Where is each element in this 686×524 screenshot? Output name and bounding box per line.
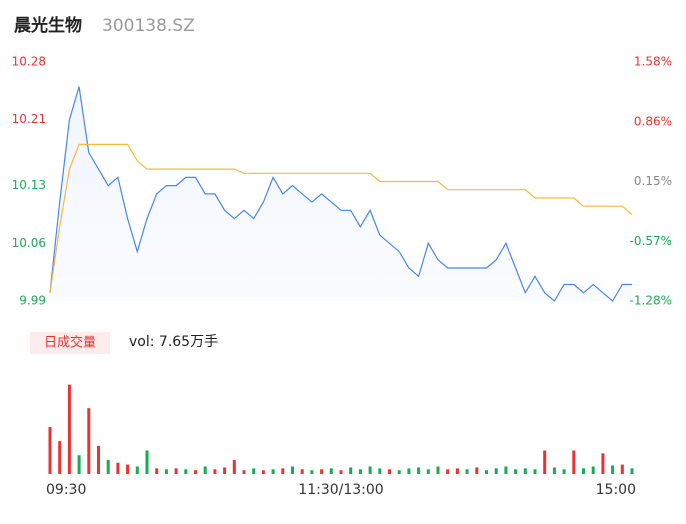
volume-bar xyxy=(601,453,605,474)
volume-bar xyxy=(300,469,304,474)
volume-bar xyxy=(135,466,139,474)
volume-bar xyxy=(543,450,547,474)
stock-code: 300138.SZ xyxy=(102,16,195,36)
volume-bar xyxy=(465,469,469,474)
y2-tick-label: 1.58% xyxy=(634,55,672,69)
volume-bar xyxy=(174,468,178,474)
y2-tick-label: -0.57% xyxy=(630,234,672,248)
x-tick-label: 15:00 xyxy=(596,482,636,498)
volume-bar xyxy=(446,469,450,474)
volume-bar xyxy=(494,468,498,474)
volume-bar xyxy=(145,450,149,474)
y2-tick-label: 0.86% xyxy=(634,115,672,129)
volume-bar xyxy=(562,469,566,474)
volume-label: vol: 7.65万手 xyxy=(129,334,218,350)
volume-bar xyxy=(223,467,227,474)
average-line xyxy=(49,143,633,293)
volume-bar xyxy=(67,384,71,474)
volume-bar xyxy=(126,464,130,474)
volume-bar xyxy=(533,469,537,474)
price-line xyxy=(49,86,632,302)
stock-name: 晨光生物 xyxy=(14,15,82,36)
volume-bar xyxy=(611,465,615,474)
volume-bar xyxy=(106,459,110,474)
volume-bar xyxy=(261,470,265,474)
volume-bar xyxy=(232,459,236,474)
volume-bar xyxy=(485,470,488,474)
volume-bar xyxy=(87,408,91,474)
volume-bar xyxy=(397,470,401,474)
volume-bar xyxy=(475,467,479,474)
volume-bar xyxy=(572,450,576,474)
volume-bar xyxy=(329,468,333,474)
volume-bar xyxy=(271,469,275,474)
volume-bar xyxy=(620,464,624,474)
volume-legend: 日成交量 xyxy=(44,335,96,351)
volume-bar xyxy=(184,469,188,474)
volume-bar xyxy=(630,468,634,474)
volume-bar xyxy=(164,469,168,474)
y-tick-label: 10.21 xyxy=(12,112,46,126)
volume-bar xyxy=(552,467,556,474)
volume-bar xyxy=(358,469,362,474)
volume-bar xyxy=(378,468,382,474)
volume-bar xyxy=(417,467,421,474)
volume-bar xyxy=(339,470,343,474)
volume-bar xyxy=(155,468,159,474)
x-tick-label: 09:30 xyxy=(46,482,86,498)
volume-bar xyxy=(242,470,246,474)
price-area xyxy=(50,86,632,301)
legend-box xyxy=(30,332,110,354)
volume-bar xyxy=(436,466,440,474)
y2-tick-label: -1.28% xyxy=(630,294,672,308)
volume-bar xyxy=(591,466,595,474)
volume-bar xyxy=(77,455,81,474)
volume-bar xyxy=(97,445,100,474)
volume-bar xyxy=(252,468,256,474)
volume-bar xyxy=(426,469,430,474)
y-tick-label: 10.06 xyxy=(12,236,46,250)
volume-bar xyxy=(368,466,372,474)
volume-bar xyxy=(349,467,353,474)
volume-bar xyxy=(194,470,197,474)
volume-bar xyxy=(388,469,391,474)
volume-bar xyxy=(320,469,324,474)
volume-bar xyxy=(514,469,518,474)
volume-bar xyxy=(582,468,585,474)
volume-bar xyxy=(281,468,285,474)
y-tick-label: 9.99 xyxy=(19,294,46,308)
y-tick-label: 10.28 xyxy=(12,55,46,69)
volume-bar xyxy=(523,468,527,474)
volume-bar xyxy=(310,470,314,474)
x-tick-label: 11:30/13:00 xyxy=(298,482,383,498)
volume-bar xyxy=(291,466,294,474)
volume-bar xyxy=(504,466,508,474)
volume-bar xyxy=(213,469,217,474)
volume-bar xyxy=(116,462,120,474)
y-tick-label: 10.13 xyxy=(12,178,46,192)
volume-bar xyxy=(455,468,459,474)
y2-tick-label: 0.15% xyxy=(634,174,672,188)
volume-bar xyxy=(407,468,411,474)
volume-bar xyxy=(58,441,62,474)
volume-bar xyxy=(48,427,52,474)
volume-bar xyxy=(203,466,207,474)
